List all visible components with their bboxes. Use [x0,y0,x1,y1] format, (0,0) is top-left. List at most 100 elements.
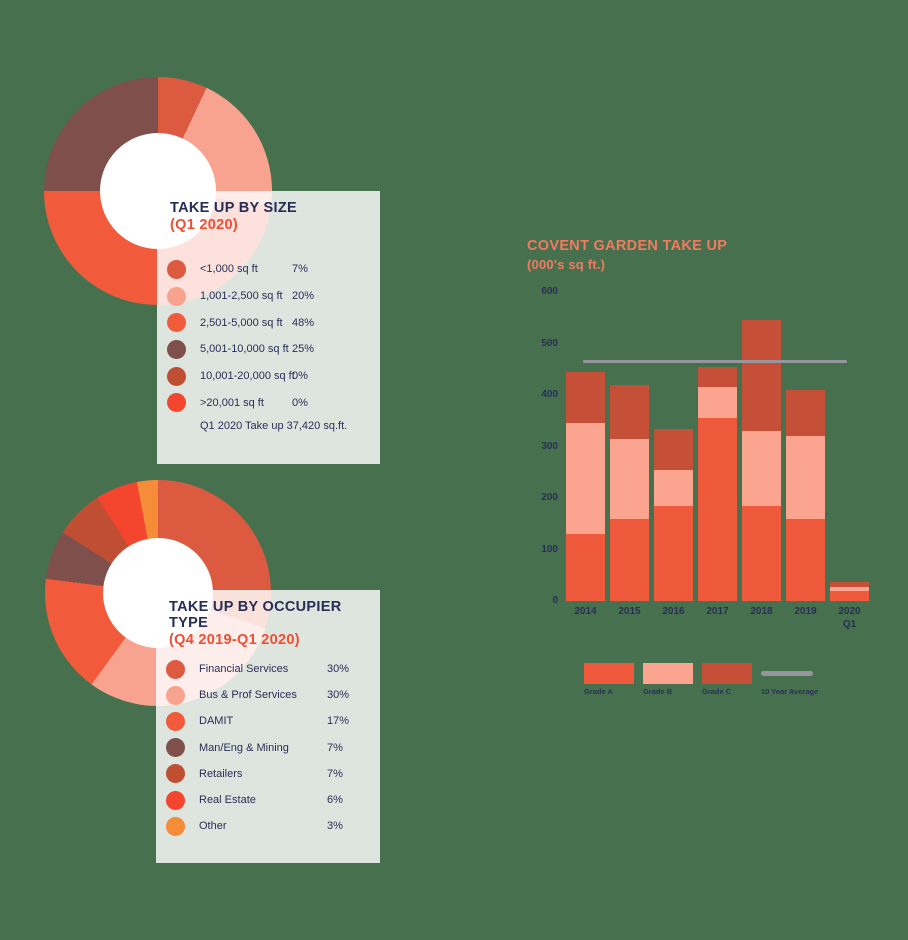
legend-value: 25% [292,343,315,356]
size-chart-legend: <1,000 sq ft 7% 1,001-2,500 sq ft 20% 2,501-… [167,256,372,416]
legend-row: 1,001-2,500 sq ft 20% [167,283,372,310]
legend-row: <1,000 sq ft 7% [167,256,372,283]
stacked-bar-2014 [566,371,605,601]
size-chart-title: TAKE UP BY SIZE [170,200,297,216]
legend-value: 7% [327,741,343,754]
legend-label: 5,001-10,000 sq ft [200,343,289,356]
stacked-bar-2019 [786,389,825,601]
bar-segment-grade-b [698,387,737,419]
y-axis-tick-label: 500 [541,337,558,349]
legend-dot [166,685,185,705]
legend-row: Bus & Prof Services 30% [166,682,371,708]
legend-value: 20% [292,290,315,303]
legend-label: Financial Services [199,663,289,676]
bar-segment-grade-c [786,389,825,437]
bar-segment-grade-b [742,431,781,506]
bar-segment-grade-a [698,418,737,601]
legend-label: Real Estate [199,794,256,807]
y-axis-tick-label: 300 [541,440,558,452]
y-axis-tick-label: 100 [541,543,558,555]
bar-chart-legend: Grade A Grade B Grade C 10 Year Average [584,663,818,696]
bar-segment-grade-c [742,320,781,432]
legend-label: 10 Year Average [761,687,819,696]
legend-row: Other 3% [166,813,371,839]
x-axis-year: 2017 [706,606,729,617]
x-axis-year: 2014 [574,606,597,617]
legend-dot [166,790,185,810]
legend-value: 7% [292,263,308,276]
occupier-chart-subtitle: (Q4 2019-Q1 2020) [169,632,300,648]
legend-row: Man/Eng & Mining 7% [166,735,371,761]
legend-swatch [584,663,634,684]
x-axis-label: 2016 [654,606,693,631]
bar-legend-item: Grade B [643,663,693,696]
legend-value: 6% [327,794,343,807]
bar-segment-grade-c [566,371,605,424]
ten-year-average-line [583,360,847,363]
x-axis-label: 2015 [610,606,649,631]
legend-value: 48% [292,316,315,329]
legend-dot [166,738,185,758]
bar-legend-item: Grade C [702,663,752,696]
stacked-bar-2017 [698,366,737,601]
legend-value: 30% [327,689,350,702]
legend-row: Real Estate 6% [166,787,371,813]
legend-value: 30% [327,663,350,676]
x-axis-label: 2018 [742,606,781,631]
stacked-bar-2020 [830,581,869,601]
legend-swatch [643,663,693,684]
bar-chart-plot-area [566,292,874,601]
legend-dot [167,286,186,306]
legend-row: Financial Services 30% [166,656,371,682]
bar-segment-grade-c [698,366,737,388]
bar-segment-grade-b [654,469,693,506]
legend-label: DAMIT [199,715,234,728]
size-chart-footnote: Q1 2020 Take up 37,420 sq.ft. [200,420,348,432]
legend-value: 0% [292,370,308,383]
legend-label: Bus & Prof Services [199,689,297,702]
legend-swatch [702,663,752,684]
legend-label: Man/Eng & Mining [199,741,289,754]
x-axis-label: 2014 [566,606,605,631]
bar-segment-grade-c [830,581,869,587]
size-chart-card: TAKE UP BY SIZE (Q1 2020) <1,000 sq ft 7%… [157,191,380,464]
bar-segment-grade-a [610,518,649,601]
bar-segment-grade-a [654,505,693,601]
legend-label: >20,001 sq ft [200,396,264,409]
y-axis-tick-label: 200 [541,492,558,503]
legend-dot [166,816,185,836]
bar-chart-subtitle: (000's sq ft.) [527,257,606,272]
occupier-chart-card: TAKE UP BY OCCUPIER TYPE (Q4 2019-Q1 202… [156,590,380,863]
occupier-chart-legend: Financial Services 30% Bus & Prof Services… [166,656,371,839]
stacked-bar-2015 [610,384,649,601]
bar-legend-item: Grade A [584,663,634,696]
legend-dot [166,711,185,731]
legend-row: 10,001-20,000 sq ft 0% [167,363,372,390]
legend-value: 17% [327,715,350,728]
occupier-chart-title: TAKE UP BY OCCUPIER TYPE [169,599,342,631]
x-axis-label: 2017 [698,606,737,631]
y-axis-tick-label: 600 [541,286,558,297]
legend-label: Grade A [584,687,613,696]
legend-value: 3% [327,820,343,833]
bar-chart-x-axis: 2014 2015 2016 2017 2018 2019 2020 Q1 [566,606,874,631]
bar-segment-grade-c [610,384,649,439]
bar-legend-item-average: 10 Year Average [761,663,818,696]
bar-segment-grade-b [566,423,605,535]
bar-segment-grade-a [742,505,781,601]
y-axis-tick-label: 400 [541,389,558,400]
bar-chart-title: COVENT GARDEN TAKE UP [527,238,728,254]
legend-row: 5,001-10,000 sq ft 25% [167,336,372,363]
legend-row: Retailers 7% [166,761,371,787]
legend-row: 2,501-5,000 sq ft 48% [167,309,372,336]
x-axis-year: 2018 [750,606,773,617]
bar-segment-grade-b [830,586,869,592]
legend-value: 7% [327,767,343,780]
legend-dot [166,659,185,679]
x-axis-year: 2016 [662,606,685,617]
x-axis-year: 2015 [618,606,641,617]
size-chart-subtitle: (Q1 2020) [170,217,238,233]
legend-dot [167,393,186,413]
